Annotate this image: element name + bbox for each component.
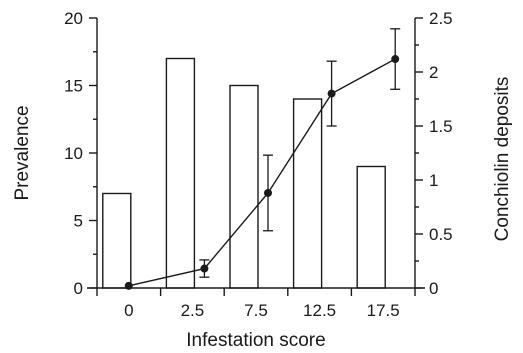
left-y-tick-label: 10: [64, 144, 83, 163]
x-tick-label: 17.5: [367, 301, 400, 320]
conchiolin-point: [327, 89, 336, 98]
right-y-tick-label: 0: [429, 279, 438, 298]
right-y-tick-label: 2: [429, 63, 438, 82]
x-tick-label: 12.5: [303, 301, 336, 320]
prevalence-bar: [292, 98, 323, 289]
right-y-axis-title: Conchiolin deposits: [492, 77, 513, 242]
line-series-layer: [124, 28, 401, 290]
conchiolin-point: [264, 188, 272, 197]
bars-layer: [102, 57, 386, 289]
right-y-tick-label: 1: [429, 171, 438, 190]
left-y-tick-label: 15: [64, 77, 83, 96]
left-y-axis-title: Prevalence: [12, 105, 33, 200]
prevalence-bar: [229, 84, 259, 289]
prevalence-bar: [356, 165, 386, 289]
x-axis-title: Infestation score: [186, 330, 325, 351]
prevalence-bar: [102, 192, 132, 289]
x-tick-label: 0: [124, 301, 133, 320]
left-y-tick-label: 0: [74, 279, 83, 298]
right-y-tick-label: 2.5: [429, 9, 453, 28]
left-y-tick-label: 20: [64, 9, 83, 28]
conchiolin-point: [200, 264, 209, 273]
prevalence-bar: [165, 57, 196, 289]
ticks-layer: [89, 17, 423, 296]
right-y-tick-label: 1.5: [429, 117, 453, 136]
conchiolin-point: [391, 55, 400, 64]
right-y-tick-label: 0.5: [429, 225, 453, 244]
left-y-tick-label: 5: [74, 212, 83, 231]
x-tick-label: 7.5: [244, 301, 268, 320]
x-tick-label: 2.5: [181, 301, 205, 320]
tick-labels-layer: 0 5 10 15 20 0 0.5 1 1.5 2 2.5 0 2.5 7.5 12.5 17.5: [64, 9, 453, 320]
